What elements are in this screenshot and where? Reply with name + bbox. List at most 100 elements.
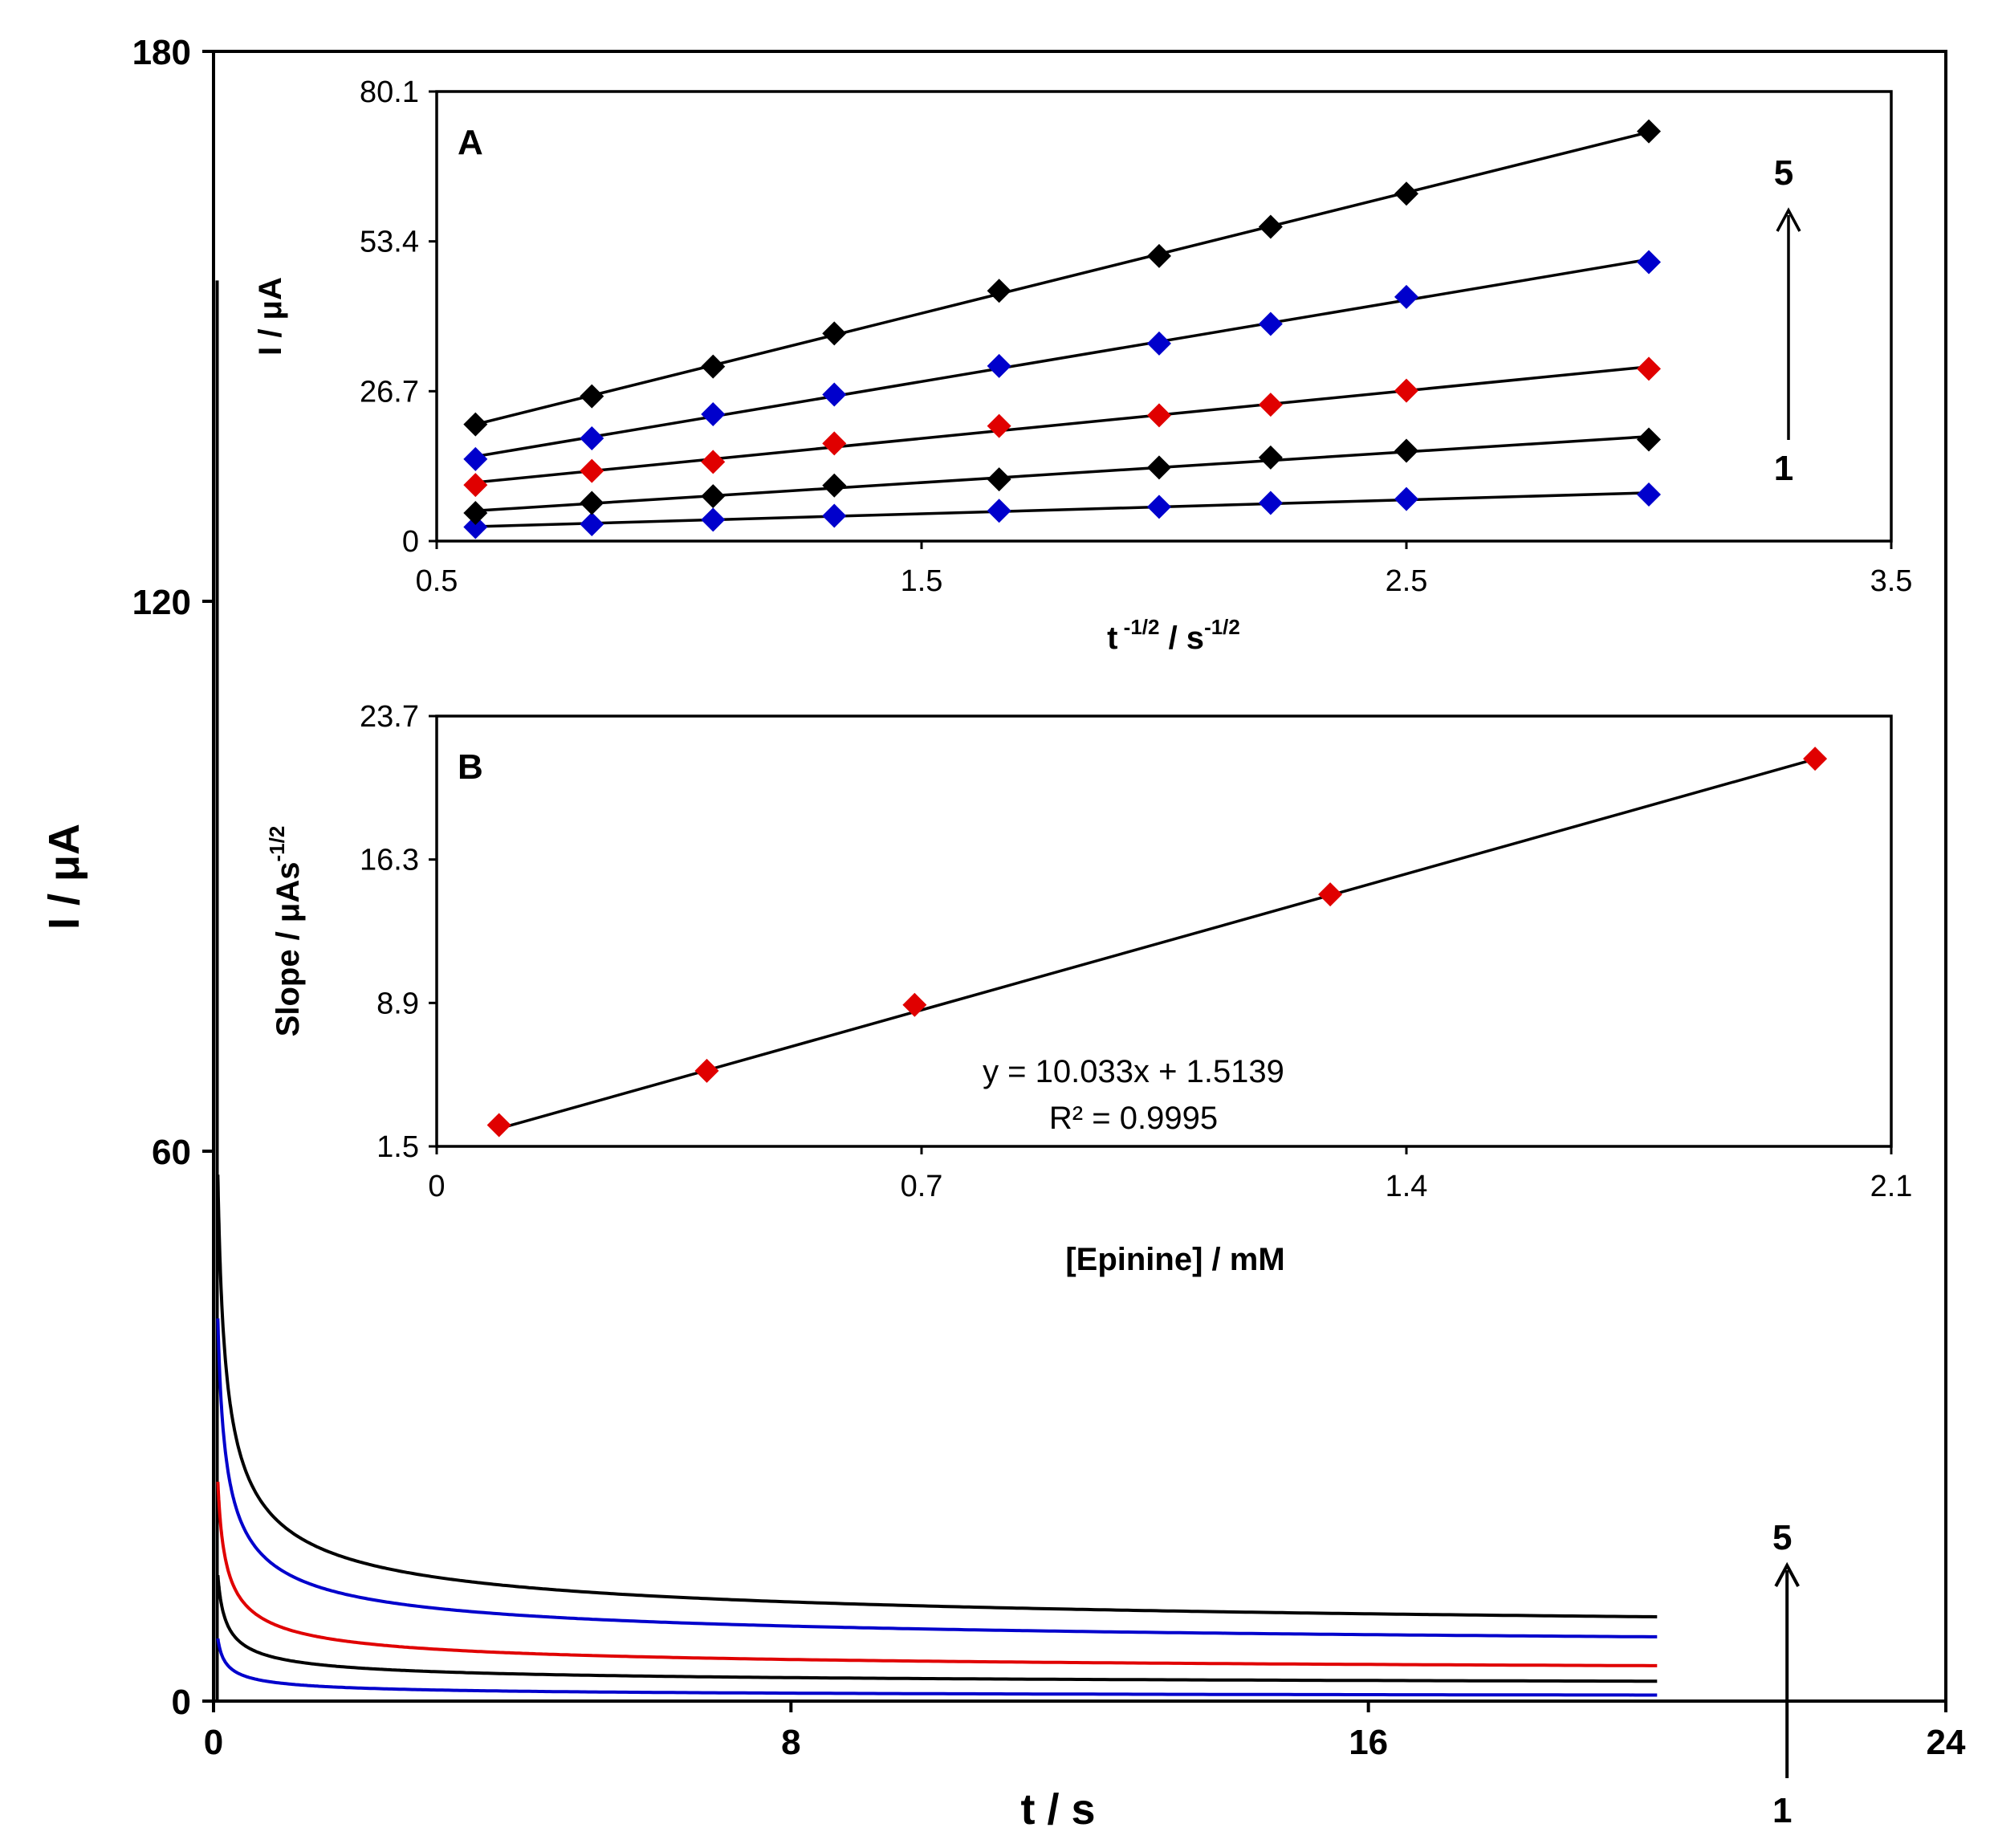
inset-a-point-1 [987, 499, 1011, 523]
inset-a-point-5 [822, 321, 847, 346]
inset-a-point-3 [701, 450, 726, 474]
inset-a-point-2 [701, 484, 726, 509]
inset-b-y-tick-label: 23.7 [360, 700, 419, 734]
inset-b-point [902, 992, 927, 1017]
inset-a-y-tick-label: 0 [402, 525, 419, 559]
x-tick-label: 0 [204, 1723, 223, 1762]
inset-b-background [437, 716, 1891, 1146]
inset-a-point-2 [1146, 455, 1171, 480]
inset-a-x-tick-label: 1.5 [901, 564, 943, 598]
inset-a-arrow-label-bottom: 1 [1774, 449, 1793, 488]
inset-b-point [486, 1113, 511, 1138]
inset-a-arrow-head [1776, 207, 1801, 232]
inset-a-point-4 [822, 382, 847, 407]
main-plot-frame [212, 50, 1947, 1703]
inset-b-point [1803, 747, 1828, 771]
series-line-3 [216, 1481, 1658, 1667]
inset-a-point-2 [987, 467, 1011, 492]
inset-a-y-tick-label: 53.4 [360, 226, 419, 259]
main-arrow-label-top: 5 [1772, 1518, 1792, 1557]
inset-a-y-tick-label: 26.7 [360, 375, 419, 409]
inset-a-x-tick-label: 0.5 [416, 564, 458, 598]
series-line-5 [216, 1174, 1658, 1618]
inset-a-point-4 [1637, 250, 1661, 275]
inset-b-x-tick-label: 0 [428, 1170, 445, 1203]
inset-a-point-5 [987, 279, 1011, 303]
inset-b-equation: y = 10.033x + 1.5139 [983, 1054, 1284, 1089]
inset-a-x-axis-title-base: t [1107, 621, 1117, 656]
inset-a-plot: 0 26.7 53.4 80.1 0.5 1.5 2.5 3.5 t -1/2 / s-1/2 I… [253, 75, 1912, 656]
inset-b-x-tick-label: 0.7 [901, 1170, 943, 1203]
inset-b-y-axis-title-sup: -1/2 [265, 826, 289, 862]
inset-a-point-3 [1637, 356, 1661, 381]
y-tick-label: 60 [152, 1133, 191, 1172]
inset-a-point-1 [1258, 490, 1283, 515]
series-line-2 [216, 1575, 1658, 1683]
x-tick-label: 24 [1927, 1723, 1966, 1762]
inset-a-point-5 [1258, 214, 1283, 239]
inset-a-point-2 [1637, 427, 1661, 452]
inset-a-point-3 [822, 431, 847, 456]
inset-a-point-3 [580, 458, 604, 483]
x-tick-label: 8 [781, 1723, 800, 1762]
inset-a-point-4 [701, 401, 726, 426]
inset-a-point-2 [1394, 438, 1418, 463]
inset-a-y-tick-label: 80.1 [360, 75, 419, 109]
inset-b-frame [435, 714, 1893, 1148]
inset-b-y-tick-label: 1.5 [376, 1130, 419, 1164]
inset-a-point-5 [1394, 181, 1418, 206]
inset-b-r-squared: R² = 0.9995 [1049, 1101, 1218, 1136]
inset-a-point-3 [987, 413, 1011, 438]
inset-a-panel-label: A [458, 123, 483, 162]
inset-a-point-4 [1258, 311, 1283, 336]
inset-a-point-3 [1258, 393, 1283, 417]
x-tick-label: 16 [1349, 1723, 1388, 1762]
inset-a-point-5 [701, 354, 726, 379]
inset-a-fit-line-1 [475, 491, 1650, 528]
inset-a-point-4 [1146, 331, 1171, 356]
inset-a-point-1 [1394, 486, 1418, 511]
inset-a-y-axis-title: I / μA [253, 277, 288, 356]
inset-a-x-axis-title: t -1/2 / s-1/2 [1107, 615, 1240, 656]
series-line-4 [216, 1318, 1658, 1638]
inset-b-x-tick-label: 1.4 [1386, 1170, 1428, 1203]
inset-a-frame [435, 90, 1893, 543]
y-axis-title: I / μA [40, 824, 88, 930]
inset-a-point-2 [1258, 445, 1283, 470]
inset-b-trendline [498, 757, 1816, 1130]
inset-a-point-1 [701, 507, 726, 532]
inset-a-point-4 [580, 426, 604, 451]
inset-a-point-4 [987, 353, 1011, 378]
inset-a-point-5 [1637, 119, 1661, 144]
inset-a-point-2 [580, 490, 604, 515]
main-arrow-head [1774, 1561, 1800, 1587]
inset-b-y-axis-title: Slope / μAs-1/2 [265, 826, 306, 1037]
inset-a-point-5 [463, 412, 488, 437]
inset-a-point-4 [463, 446, 488, 471]
inset-b-y-axis-title-base: Slope / μAs [271, 861, 306, 1036]
inset-a-x-axis-title-sup2: -1/2 [1204, 615, 1240, 639]
y-tick-label: 120 [132, 583, 191, 622]
inset-a-point-5 [580, 384, 604, 409]
inset-b-plot: 1.5 8.9 16.3 23.7 0 0.7 1.4 2.1 [Epinine] / mM Sl… [265, 700, 1912, 1277]
x-axis-title: t / s [1021, 1785, 1096, 1834]
inset-a-point-1 [463, 515, 488, 539]
inset-a-fit-line-5 [474, 130, 1650, 426]
inset-a-point-2 [463, 501, 488, 526]
inset-a-point-1 [1146, 495, 1171, 519]
y-tick-label: 180 [132, 33, 191, 72]
main-plot: 0 60 120 180 0 8 16 24 t / s I / μA 5 1 [40, 33, 1966, 1834]
inset-a-point-1 [822, 503, 847, 528]
inset-a-point-4 [1394, 284, 1418, 309]
main-arrow-label-bottom: 1 [1772, 1791, 1792, 1830]
inset-a-fit-line-3 [475, 365, 1650, 484]
series-line-1 [216, 1638, 1658, 1697]
inset-a-point-3 [463, 473, 488, 498]
inset-a-point-1 [1637, 482, 1661, 507]
inset-a-point-5 [1146, 243, 1171, 268]
inset-a-arrow-label-top: 5 [1774, 153, 1793, 193]
inset-a-point-3 [1146, 403, 1171, 428]
inset-b-x-axis-title: [Epinine] / mM [1065, 1242, 1284, 1277]
